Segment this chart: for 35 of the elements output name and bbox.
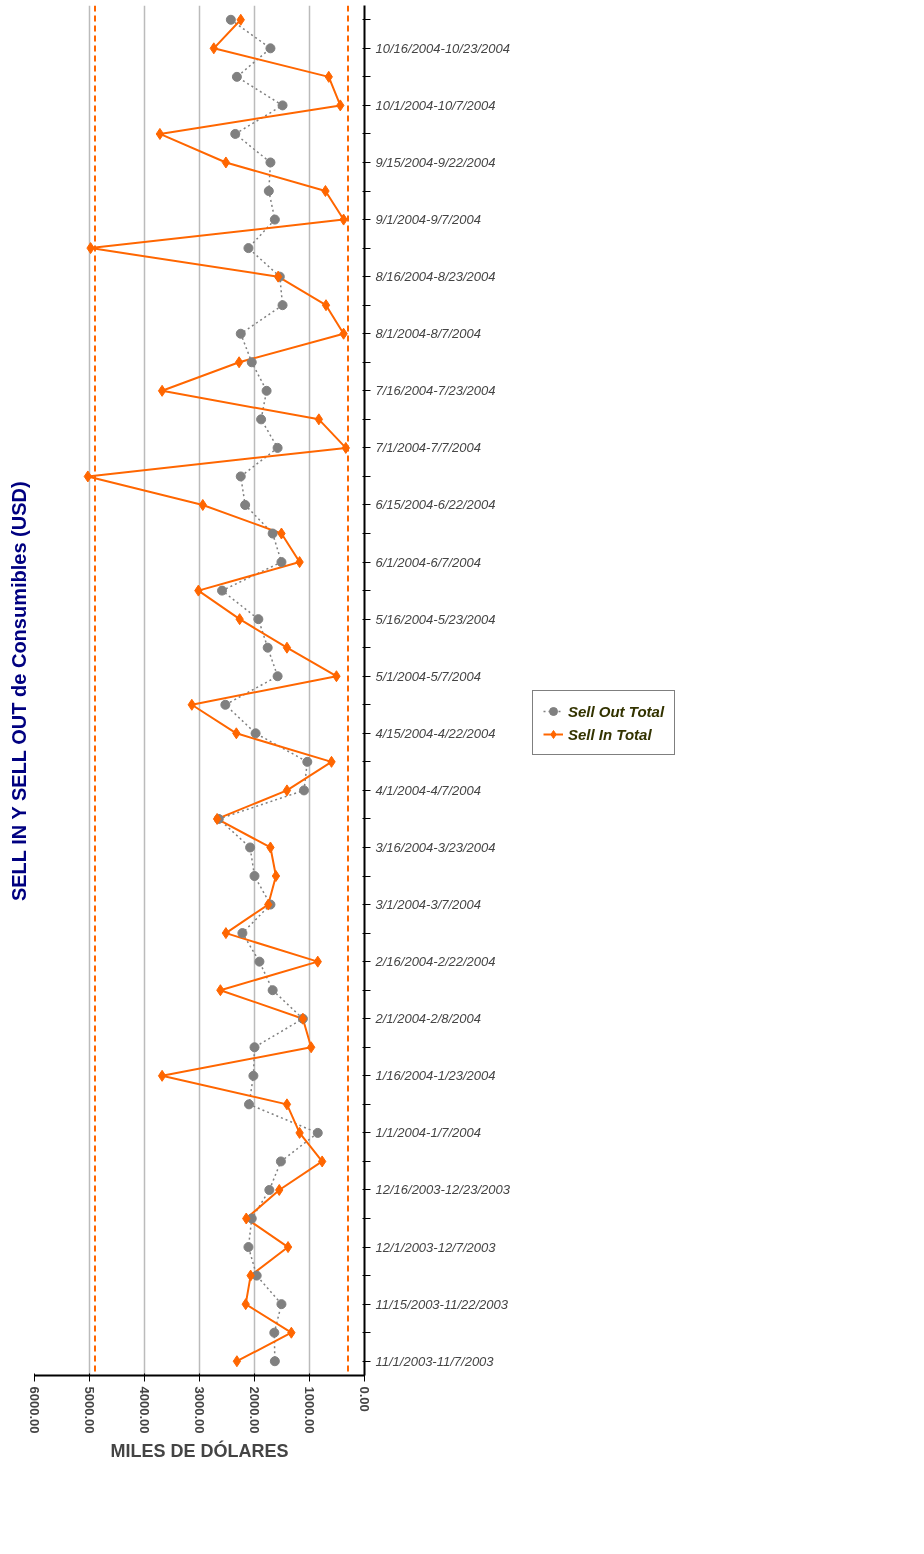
y-tick-label: 9/1/2004-9/7/2004 (375, 212, 482, 228)
y-tick-label: 1/16/2004-1/23/2004 (375, 1068, 496, 1084)
legend-label: Sell Out Total (567, 702, 665, 720)
x-tick-label: 4000.00 (137, 1386, 152, 1434)
y-tick-label: 8/1/2004-8/7/2004 (375, 326, 482, 342)
y-tick-label: 4/1/2004-4/7/2004 (375, 782, 482, 798)
y-tick-label: 3/16/2004-3/23/2004 (375, 839, 496, 855)
y-tick-label: 11/15/2003-11/22/2003 (375, 1296, 509, 1312)
y-tick-label: 4/15/2004-4/22/2004 (375, 725, 496, 741)
y-tick-label: 8/16/2004-8/23/2004 (375, 269, 496, 285)
y-tick-label: 1/1/2004-1/7/2004 (375, 1125, 482, 1141)
legend-label: Sell In Total (567, 725, 652, 743)
x-tick-label: 5000.00 (82, 1386, 97, 1434)
y-tick-label: 10/16/2004-10/23/2004 (375, 40, 510, 56)
y-tick-label: 7/1/2004-7/7/2004 (375, 440, 482, 456)
y-tick-label: 9/15/2004-9/22/2004 (375, 154, 496, 170)
y-tick-label: 7/16/2004-7/23/2004 (375, 383, 496, 399)
y-tick-label: 10/1/2004-10/7/2004 (375, 97, 496, 113)
y-tick-label: 6/15/2004-6/22/2004 (375, 497, 496, 513)
x-tick-label: 3000.00 (192, 1386, 207, 1434)
text: SELL IN Y SELL OUT de Consumibles (USD) (7, 481, 30, 902)
y-tick-label: 3/1/2004-3/7/2004 (375, 897, 482, 913)
y-tick-label: 6/1/2004-6/7/2004 (375, 554, 482, 570)
y-tick-label: 5/16/2004-5/23/2004 (375, 611, 496, 627)
y-tick-label: 12/16/2003-12/23/2003 (375, 1182, 511, 1198)
x-tick-label: 0.00 (357, 1386, 372, 1412)
x-tick-label: 2000.00 (247, 1386, 262, 1434)
y-tick-label: 11/1/2003-11/7/2003 (375, 1353, 495, 1369)
y-tick-label: 2/16/2004-2/22/2004 (374, 954, 496, 970)
x-tick-label: 6000.00 (27, 1386, 42, 1434)
y-tick-label: 12/1/2003-12/7/2003 (375, 1239, 497, 1255)
y-tick-label: 2/1/2004-2/8/2004 (374, 1011, 482, 1027)
y-tick-label: 5/1/2004-5/7/2004 (375, 668, 482, 684)
x-tick-label: 1000.00 (302, 1386, 317, 1434)
x-axis-title: MILES DE DÓLARES (110, 1440, 289, 1462)
